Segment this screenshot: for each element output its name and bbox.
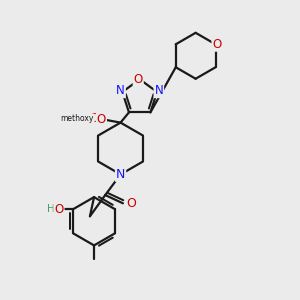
Text: O: O [134,73,143,86]
Text: N: N [154,84,163,97]
Text: N: N [116,84,125,97]
Text: H: H [47,204,55,214]
Text: methoxy: methoxy [61,114,94,123]
Text: O: O [212,38,222,51]
Text: O: O [54,203,64,216]
Text: N: N [116,168,125,181]
Text: O: O [126,197,136,210]
Text: O: O [97,113,106,127]
Text: O: O [89,112,99,125]
